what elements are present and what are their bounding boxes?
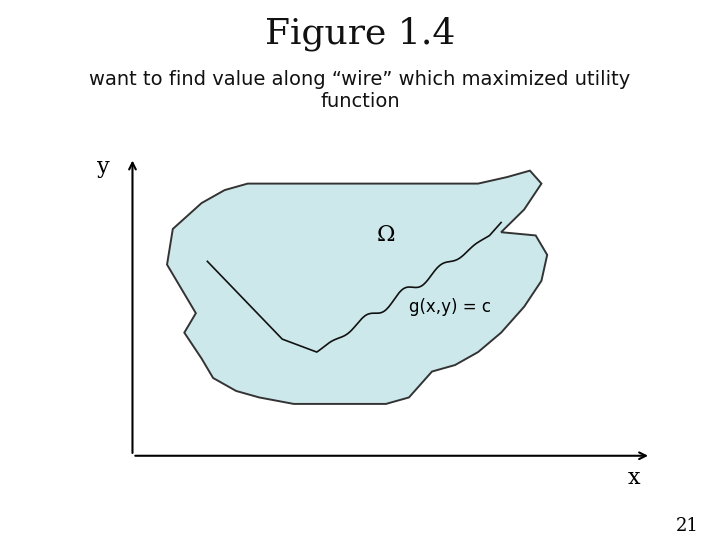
- Text: g(x,y) = c: g(x,y) = c: [409, 298, 491, 316]
- Polygon shape: [167, 171, 547, 404]
- Text: Figure 1.4: Figure 1.4: [265, 16, 455, 51]
- Text: want to find value along “wire” which maximized utility
function: want to find value along “wire” which ma…: [89, 70, 631, 111]
- Text: y: y: [97, 157, 110, 178]
- Text: Ω: Ω: [377, 225, 395, 246]
- Text: 21: 21: [675, 517, 698, 535]
- Text: x: x: [627, 468, 640, 489]
